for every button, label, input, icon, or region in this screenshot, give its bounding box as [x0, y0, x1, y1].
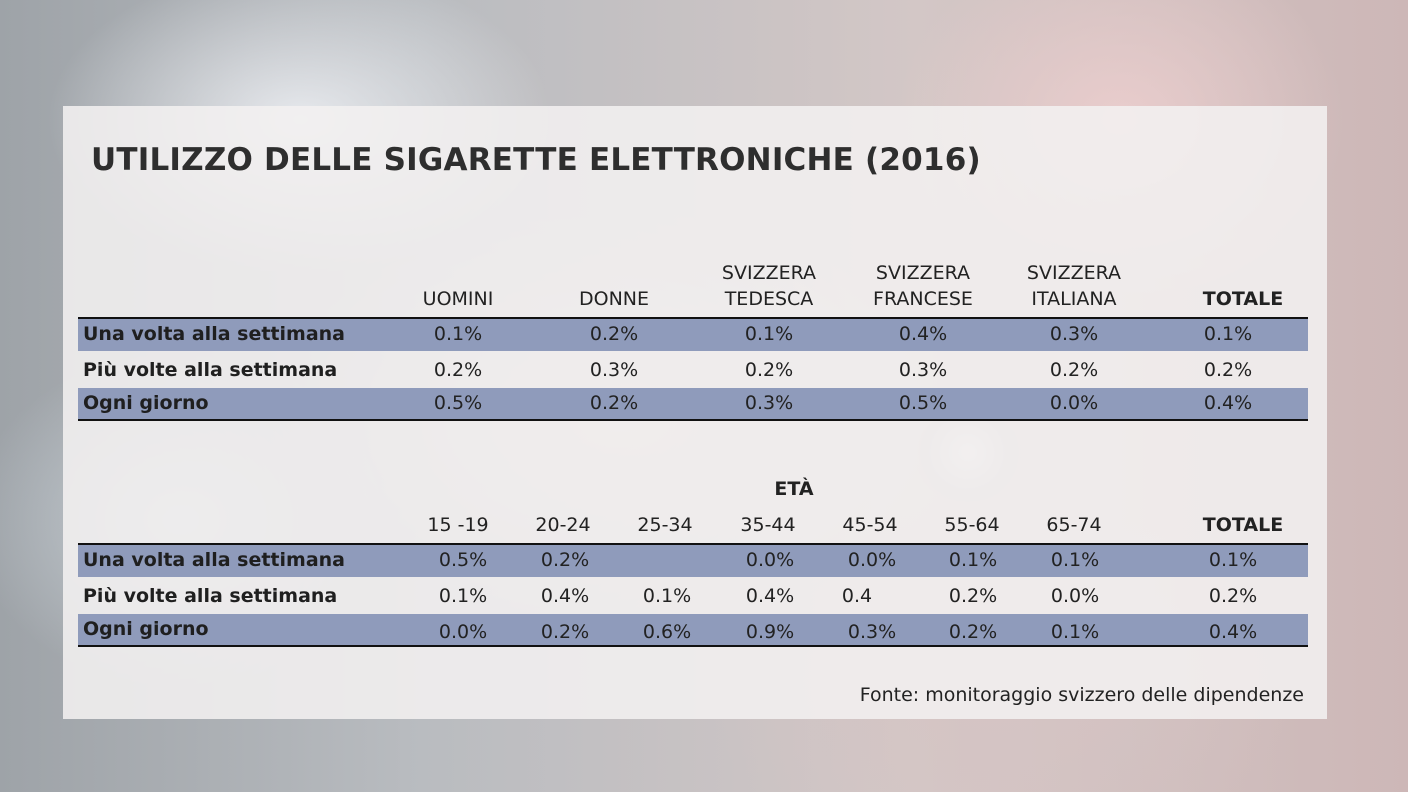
cell: 0.0% [745, 549, 795, 571]
row-label: Più volte alla settimana [83, 585, 338, 607]
cell: 0.4% [1203, 392, 1253, 414]
cell: 0.2% [589, 323, 639, 345]
table-row: Più volte alla settimana 0.2% 0.3% 0.2% … [78, 355, 1308, 387]
table-panel: UTILIZZO DELLE SIGARETTE ELETTRONICHE (2… [63, 106, 1327, 719]
cell: 0.3% [744, 392, 794, 414]
t1-header-svizzera-francese-line2: FRANCESE [873, 288, 973, 310]
t1-header-uomini-label: UOMINI [422, 288, 494, 310]
source-note: Fonte: monitoraggio svizzero delle dipen… [859, 684, 1304, 706]
cell: 0.0% [1049, 392, 1099, 414]
row-label: Una volta alla settimana [83, 323, 345, 345]
cell: 0.3% [1049, 323, 1099, 345]
cell: 0.5% [433, 392, 483, 414]
cell: 0.1% [1050, 621, 1100, 643]
t1-header-svizzera-francese-line1: SVIZZERA [875, 262, 971, 284]
cell: 0.2% [1203, 359, 1253, 381]
cell: 0.0% [438, 621, 488, 643]
t1-bottom-rule [78, 419, 1308, 421]
t1-header-uomini: UOMINI [398, 286, 518, 312]
t1-header-svizzera-italiana-line1: SVIZZERA [1026, 262, 1122, 284]
cell: 0.6% [642, 621, 692, 643]
t2-bottom-rule [78, 645, 1308, 647]
cell: 0.2% [540, 621, 590, 643]
table-row: Ogni giorno 0.0% 0.2% 0.6% 0.9% 0.3% 0.2… [78, 614, 1308, 646]
table-row: Una volta alla settimana 0.5% 0.2% 0.0% … [78, 545, 1308, 577]
t1-header-svizzera-italiana-line2: ITALIANA [1031, 288, 1117, 310]
cell: 0.1% [438, 585, 488, 607]
cell: 0.4 [841, 585, 873, 607]
cell: 0.0% [847, 549, 897, 571]
cell: 0.3% [847, 621, 897, 643]
cell: 0.0% [1050, 585, 1100, 607]
cell: 0.1% [744, 323, 794, 345]
cell: 0.1% [948, 549, 998, 571]
cell: 0.9% [745, 621, 795, 643]
t2-group-label-text: ETÀ [774, 478, 814, 500]
t2-header-col: 15 -19 [427, 514, 489, 536]
cell: 0.2% [948, 585, 998, 607]
t2-header-col: 55-64 [944, 514, 1000, 536]
cell: 0.4% [1208, 621, 1258, 643]
cell: 0.1% [1203, 323, 1253, 345]
cell: 0.2% [433, 359, 483, 381]
cell: 0.2% [948, 621, 998, 643]
t1-header-totale: TOTALE [1183, 286, 1303, 312]
cell: 0.2% [744, 359, 794, 381]
t2-top-rule [78, 543, 1308, 545]
page-title: UTILIZZO DELLE SIGARETTE ELETTRONICHE (2… [91, 142, 981, 178]
table-row: Più volte alla settimana 0.1% 0.4% 0.1% … [78, 581, 1308, 613]
cell: 0.4% [898, 323, 948, 345]
t2-group-label: ETÀ [734, 476, 854, 502]
t1-top-rule [78, 317, 1308, 319]
t1-header-donne-label: DONNE [578, 288, 650, 310]
t1-header-donne: DONNE [554, 286, 674, 312]
t1-header-svizzera-tedesca-line2: TEDESCA [724, 288, 814, 310]
cell: 0.5% [898, 392, 948, 414]
t1-header-svizzera-tedesca: SVIZZERA TEDESCA [709, 260, 829, 312]
cell: 0.4% [745, 585, 795, 607]
cell: 0.2% [1208, 585, 1258, 607]
t1-header-svizzera-tedesca-line1: SVIZZERA [721, 262, 817, 284]
t2-header-col: 35-44 [740, 514, 796, 536]
t1-header-totale-label: TOTALE [1202, 288, 1284, 310]
table-row: Ogni giorno 0.5% 0.2% 0.3% 0.5% 0.0% 0.4… [78, 388, 1308, 420]
t1-header-svizzera-italiana: SVIZZERA ITALIANA [1014, 260, 1134, 312]
t1-header-svizzera-francese: SVIZZERA FRANCESE [863, 260, 983, 312]
cell: 0.2% [589, 392, 639, 414]
row-label: Ogni giorno [83, 618, 209, 640]
t2-header-col: 25-34 [637, 514, 693, 536]
t2-header-totale: TOTALE [1202, 514, 1284, 536]
row-label: Più volte alla settimana [83, 359, 338, 381]
cell: 0.5% [438, 549, 488, 571]
cell: 0.2% [540, 549, 590, 571]
t2-header-col: 65-74 [1046, 514, 1102, 536]
cell: 0.1% [433, 323, 483, 345]
cell: 0.1% [1208, 549, 1258, 571]
cell: 0.1% [1050, 549, 1100, 571]
cell: 0.4% [540, 585, 590, 607]
t2-header-col: 45-54 [842, 514, 898, 536]
row-label: Ogni giorno [83, 392, 209, 414]
cell: 0.2% [1049, 359, 1099, 381]
row-label: Una volta alla settimana [83, 549, 345, 571]
cell: 0.3% [589, 359, 639, 381]
cell: 0.3% [898, 359, 948, 381]
t2-header-col: 20-24 [535, 514, 591, 536]
table-row: Una volta alla settimana 0.1% 0.2% 0.1% … [78, 319, 1308, 351]
cell: 0.1% [642, 585, 692, 607]
